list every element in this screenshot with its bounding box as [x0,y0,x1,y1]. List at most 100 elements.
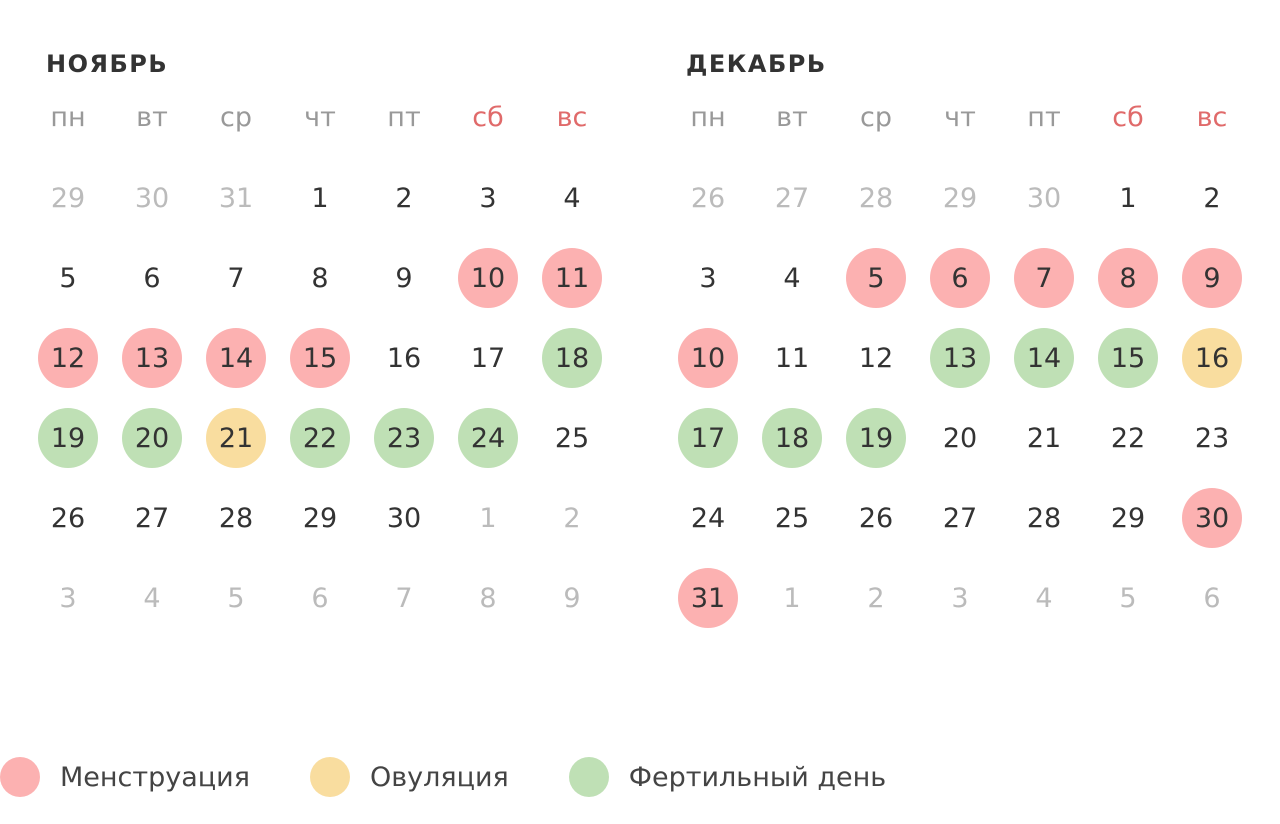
day-cell: 31 [666,558,750,638]
day-menstruation: 6 [930,248,990,308]
day-cell: 8 [1086,238,1170,318]
day-number: 24 [690,502,726,534]
day-number: 7 [227,262,245,294]
day-cell: 22 [1086,398,1170,478]
day-number: 30 [386,502,422,534]
day-number: 2 [395,182,413,214]
day-cell: 2 [362,158,446,238]
day-fertile: 13 [930,328,990,388]
day-number: 21 [1026,422,1062,454]
day-cell: 4 [1002,558,1086,638]
weekday-label: чт [944,102,976,133]
day-out: 5 [1119,582,1137,614]
day-cell: 26 [834,478,918,558]
day-out: 30 [1026,182,1062,214]
day-fertile: 15 [1098,328,1158,388]
day-number: 8 [311,262,329,294]
weekday-label: пт [1027,102,1061,133]
day-number: 3 [479,182,497,214]
day-menstruation: 14 [206,328,266,388]
day-cell: 12 [834,318,918,398]
fertile-swatch-icon [568,757,609,797]
day-cell: 4 [750,238,834,318]
day-number: 9 [395,262,413,294]
day-number: 25 [554,422,590,454]
day-cell: 29 [1086,478,1170,558]
day-number: 5 [59,262,77,294]
weekday-label: вс [1196,102,1228,133]
day-menstruation: 5 [846,248,906,308]
day-cell: 5 [26,238,110,318]
day-cell: 3 [666,238,750,318]
weekday-label: вт [776,102,808,133]
day-cell: 23 [1170,398,1254,478]
day-cell: 22 [278,398,362,478]
day-number: 1 [311,182,329,214]
day-cell: 28 [834,158,918,238]
day-number: 25 [774,502,810,534]
weekday-label: вт [136,102,168,133]
day-cell: 24 [666,478,750,558]
day-cell: 15 [1086,318,1170,398]
day-cell: 3 [446,158,530,238]
day-number: 23 [1194,422,1230,454]
day-cell: 19 [26,398,110,478]
day-cell: 7 [194,238,278,318]
day-cell: 7 [362,558,446,638]
day-number: 12 [858,342,894,374]
calendar-day-grid: 26 27 28 29 30 1 2 3 4 5 6 7 8 9 10 11 12 13 14 15 16 17 18 19 2… [666,158,1254,638]
day-fertile: 14 [1014,328,1074,388]
day-fertile: 20 [122,408,182,468]
menstruation-swatch-icon [0,757,40,797]
day-number: 4 [783,262,801,294]
day-cell: 4 [530,158,614,238]
weekday-label: пн [50,102,86,133]
day-cell: 10 [666,318,750,398]
day-out: 29 [50,182,86,214]
legend-label: Менструация [60,761,250,793]
legend-label: Овуляция [369,761,509,793]
day-cell: 27 [750,158,834,238]
day-number: 20 [942,422,978,454]
day-cell: 3 [26,558,110,638]
day-cell: 30 [1170,478,1254,558]
day-out: 2 [563,502,581,534]
day-out: 5 [227,582,245,614]
day-number: 28 [1026,502,1062,534]
day-menstruation: 15 [290,328,350,388]
day-menstruation: 13 [122,328,182,388]
day-cell: 9 [1170,238,1254,318]
day-number: 6 [143,262,161,294]
day-out: 3 [59,582,77,614]
day-cell: 29 [26,158,110,238]
day-cell: 21 [1002,398,1086,478]
day-fertile: 23 [374,408,434,468]
day-cell: 9 [530,558,614,638]
ovulation-swatch-icon [309,757,350,797]
day-cell: 2 [530,478,614,558]
day-cell: 30 [362,478,446,558]
day-out: 26 [690,182,726,214]
day-out: 3 [951,582,969,614]
day-cell: 6 [918,238,1002,318]
day-number: 16 [386,342,422,374]
day-out: 29 [942,182,978,214]
day-number: 1 [1119,182,1137,214]
month-title: НОЯБРЬ [46,50,169,78]
legend-label: Фертильный день [628,761,887,793]
day-menstruation: 8 [1098,248,1158,308]
day-cell: 27 [110,478,194,558]
weekday-label: пт [387,102,421,133]
day-cell: 5 [834,238,918,318]
day-cell: 29 [918,158,1002,238]
weekday-label: ср [220,102,252,133]
day-cell: 31 [194,158,278,238]
day-out: 31 [218,182,254,214]
day-menstruation: 31 [678,568,738,628]
day-cell: 16 [362,318,446,398]
day-number: 2 [1203,182,1221,214]
legend: Менструация Овуляция Фертильный день [0,756,946,798]
day-fertile: 17 [678,408,738,468]
day-out: 6 [311,582,329,614]
day-fertile: 19 [846,408,906,468]
